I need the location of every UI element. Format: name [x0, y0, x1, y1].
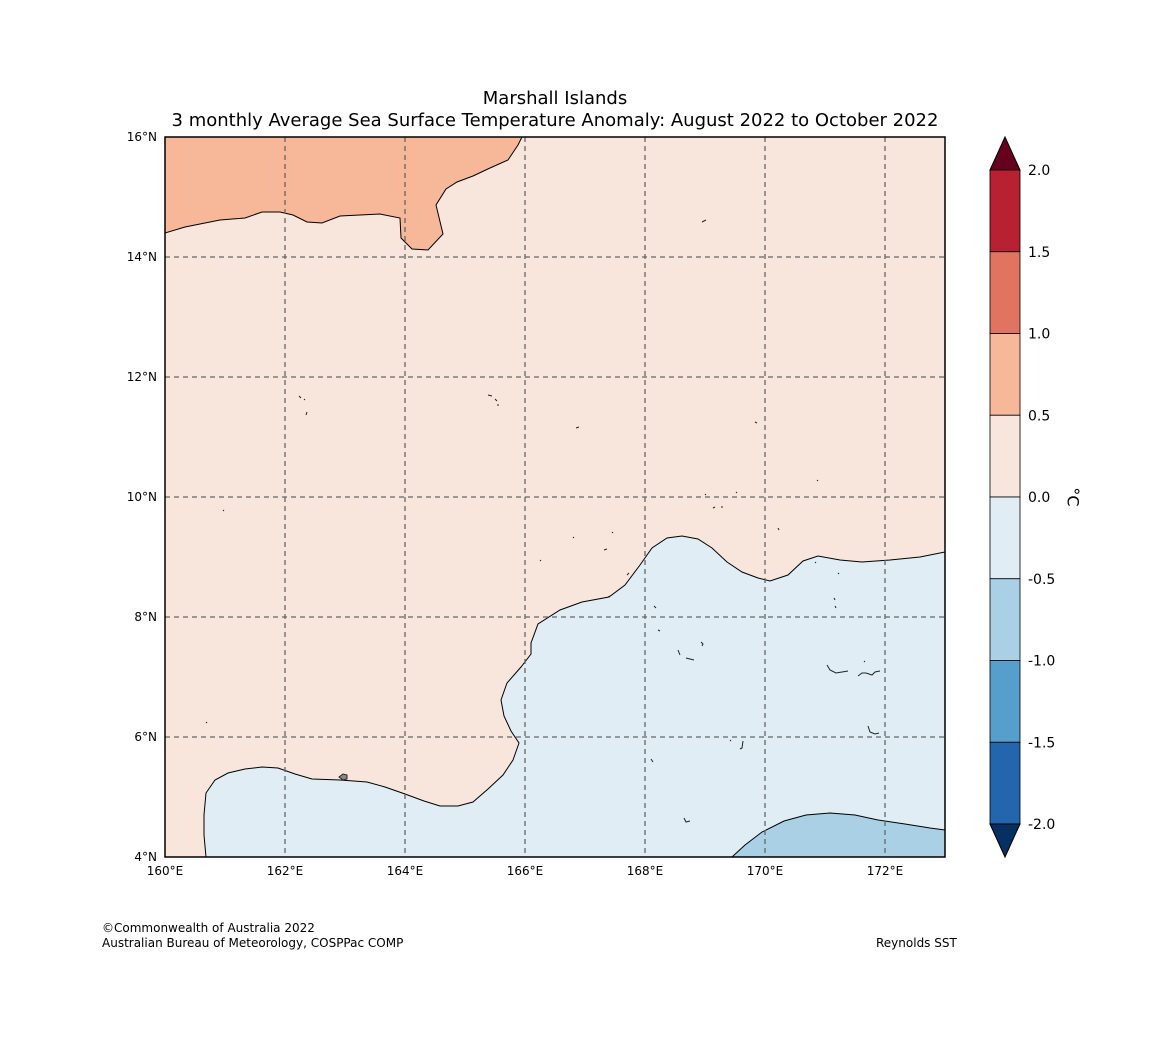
lat-tick-label: 16°N [127, 130, 157, 144]
colorbar-tick-label: 2.0 [1028, 163, 1050, 179]
map-subtitle: 3 monthly Average Sea Surface Temperatur… [171, 110, 939, 131]
lat-tick-label: 10°N [127, 490, 157, 504]
colorbar-labels: 2.0 1.5 1.0 0.5 0.0 -0.5 -1.0 -1.5 -2.0 [1028, 163, 1055, 833]
colorbar-tick-label: -1.0 [1028, 654, 1055, 670]
colorbar-segment [989, 251, 1021, 334]
colorbar-tick-label: -1.5 [1028, 735, 1055, 751]
colorbar-tick-label: 0.0 [1028, 490, 1050, 506]
colorbar-segment [989, 578, 1021, 661]
lat-tick-label: 12°N [127, 370, 157, 384]
lon-tick-label: 164°E [387, 864, 424, 878]
map-plot-area [165, 137, 945, 857]
colorbar-tick-label: -2.0 [1028, 817, 1055, 833]
lon-tick-label: 160°E [147, 864, 184, 878]
data-source-text: Reynolds SST [876, 936, 957, 950]
colorbar [989, 135, 1021, 859]
island-kosrae [338, 773, 348, 781]
anomaly-region-minus1.0-to-minus0.5 [731, 812, 945, 857]
lon-tick-label: 166°E [507, 864, 544, 878]
latitude-tick-labels: 4°N 6°N 8°N 10°N 12°N 14°N 16°N [127, 130, 157, 864]
colorbar-segment [989, 414, 1021, 498]
lon-tick-label: 168°E [627, 864, 664, 878]
colorbar-extend-max [989, 135, 1021, 171]
lon-tick-label: 172°E [867, 864, 904, 878]
anomaly-region-minus0.5-to-0 [203, 535, 945, 857]
map-title: Marshall Islands [482, 88, 628, 109]
lat-tick-label: 8°N [134, 610, 157, 624]
colorbar-segment [989, 169, 1021, 253]
colorbar-tick-label: 0.5 [1028, 408, 1050, 424]
colorbar-segment [989, 660, 1021, 743]
copyright-text: ©Commonwealth of Australia 2022 [102, 921, 315, 935]
colorbar-segment [989, 333, 1021, 416]
colorbar-tick-label: -0.5 [1028, 572, 1055, 588]
lon-tick-label: 162°E [267, 864, 304, 878]
colorbar-tick-label: 1.0 [1028, 327, 1050, 343]
lat-tick-label: 14°N [127, 250, 157, 264]
map-gridlines [165, 137, 945, 857]
colorbar-tick-label: 1.5 [1028, 245, 1050, 261]
atoll-outlines [205, 219, 881, 823]
colorbar-segment [989, 741, 1021, 825]
anomaly-region-0.5-to-1.0 [165, 137, 523, 251]
colorbar-unit: °C [1064, 487, 1083, 506]
colorbar-segment [989, 496, 1021, 580]
longitude-tick-labels: 160°E 162°E 164°E 166°E 168°E 170°E 172°E [147, 864, 904, 878]
credit-block: ©Commonwealth of Australia 2022 Australi… [102, 921, 403, 951]
lat-tick-label: 4°N [134, 850, 157, 864]
map-frame [164, 136, 946, 858]
lat-tick-label: 6°N [134, 730, 157, 744]
colorbar-extend-min [989, 823, 1021, 859]
agency-text: Australian Bureau of Meteorology, COSPPa… [102, 936, 404, 950]
lon-tick-label: 170°E [747, 864, 784, 878]
